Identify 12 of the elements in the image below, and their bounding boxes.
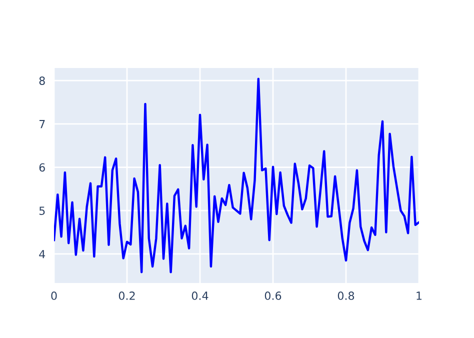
y-tick-label: 7 (40, 120, 45, 128)
y-tick-label: 6 (39, 163, 45, 172)
y-tick-label: 4 (39, 250, 46, 258)
line-series (54, 78, 419, 274)
x-tick-label: 1 (416, 292, 422, 300)
x-tick-label: 0.2 (118, 292, 135, 300)
y-tick-label: 5 (39, 206, 45, 215)
x-tick-label: 0.6 (264, 292, 282, 300)
x-tick-label: 0.4 (192, 292, 208, 300)
x-tick-label: 0 (51, 292, 57, 300)
y-tick-label: 8 (39, 76, 45, 85)
x-tick-label: 0.8 (338, 292, 354, 300)
